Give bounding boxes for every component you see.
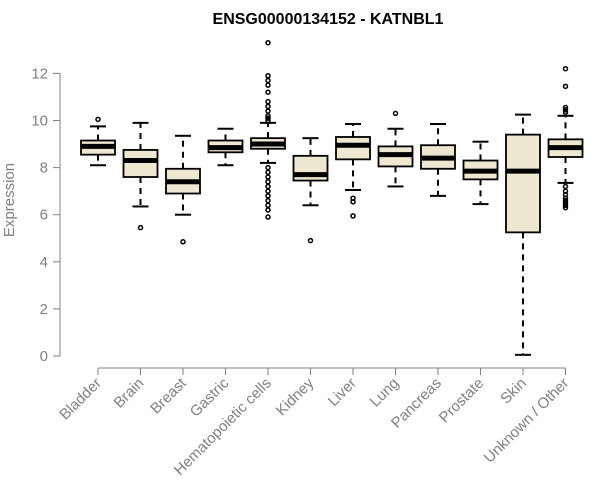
iqr-box — [505, 133, 541, 234]
box-breast — [165, 134, 201, 245]
y-axis: 0 2 4 6 8 10 12 — [31, 65, 61, 365]
y-tick-label: 8 — [40, 160, 48, 177]
box-kidney — [292, 137, 329, 244]
outlier-point — [265, 115, 271, 121]
x-tick-label: Breast — [147, 374, 190, 417]
chart-title: ENSG00000134152 - KATNBL1 — [213, 11, 444, 28]
outlier-point — [95, 116, 101, 123]
outlier-point — [265, 164, 271, 171]
x-tick-label: Prostate — [436, 375, 488, 427]
outlier-point — [265, 103, 271, 110]
outlier-point — [137, 224, 144, 231]
outlier-point — [265, 108, 271, 114]
y-tick-label: 0 — [40, 348, 48, 365]
outlier-point — [562, 183, 569, 190]
y-tick-label: 4 — [40, 254, 48, 271]
outlier-point — [562, 107, 569, 113]
box-prostate — [462, 140, 499, 206]
box-bladder — [80, 116, 116, 167]
box-hematopoietic-cells — [250, 40, 286, 220]
outlier-point — [562, 109, 569, 116]
outlier-point — [265, 207, 271, 213]
outlier-point — [265, 77, 271, 84]
box-pancreas — [420, 123, 456, 197]
outlier-point — [307, 237, 314, 244]
outlier-point — [562, 83, 569, 90]
y-tick-label: 6 — [40, 207, 48, 224]
x-tick-label: Bladder — [56, 375, 105, 424]
plot-area — [80, 40, 584, 356]
outlier-point — [265, 178, 271, 185]
outlier-point — [265, 214, 271, 220]
x-tick-label: Brain — [111, 375, 148, 412]
outlier-point — [392, 110, 399, 117]
outlier-point — [350, 198, 356, 205]
outlier-point — [265, 169, 271, 176]
box-liver — [335, 123, 371, 219]
outlier-point — [265, 197, 271, 204]
y-axis-label: Expression — [1, 163, 18, 237]
outlier-point — [265, 89, 271, 95]
outlier-point — [180, 239, 186, 245]
outlier-point — [265, 73, 271, 79]
outlier-point — [265, 82, 271, 88]
outlier-point — [562, 65, 569, 72]
outlier-point — [265, 202, 271, 209]
outlier-point — [265, 188, 271, 194]
outlier-point — [562, 204, 569, 211]
outlier-point — [265, 40, 271, 46]
outlier-point — [265, 98, 271, 105]
box-unknown-other — [547, 65, 584, 211]
outlier-point — [562, 202, 569, 209]
y-tick-label: 2 — [40, 301, 48, 318]
y-tick-label: 10 — [31, 113, 48, 130]
outlier-point — [265, 183, 271, 190]
x-tick-label: Kidney — [273, 374, 318, 419]
box-lung — [377, 110, 414, 188]
box-skin — [505, 113, 541, 356]
box-gastric — [207, 127, 244, 167]
x-tick-label: Skin — [497, 375, 530, 408]
outlier-point — [265, 174, 271, 180]
iqr-box — [122, 149, 159, 178]
iqr-box — [335, 136, 371, 161]
box-brain — [122, 121, 159, 231]
outlier-point — [265, 117, 271, 124]
y-tick-label: 12 — [31, 65, 48, 82]
x-tick-label: Lung — [367, 375, 403, 411]
outlier-point — [350, 213, 356, 219]
outlier-point — [265, 193, 271, 199]
x-tick-label: Liver — [325, 375, 360, 410]
